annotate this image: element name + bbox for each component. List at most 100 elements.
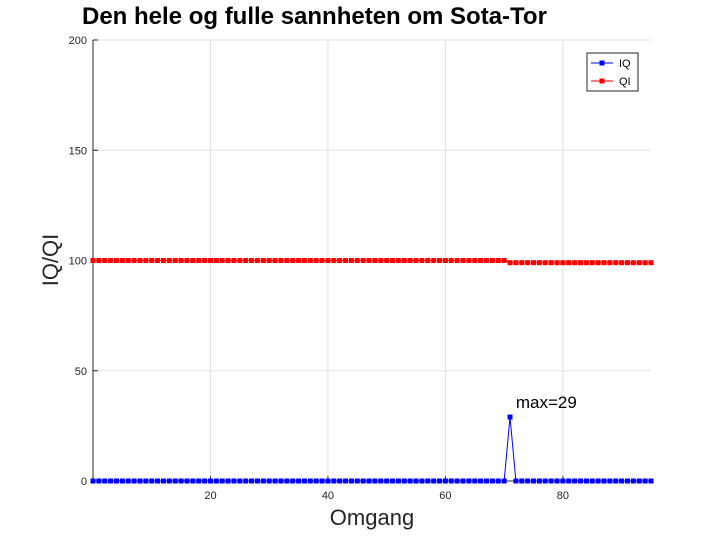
data-point-iq (395, 478, 401, 484)
data-point-iq (190, 478, 196, 484)
y-tick-label: 100 (69, 256, 87, 268)
data-point-iq (348, 478, 354, 484)
data-point-qi (207, 258, 213, 263)
data-point-qi (113, 258, 119, 263)
data-point-iq (202, 478, 208, 484)
x-axis-label: Omgang (330, 505, 414, 530)
data-point-qi (178, 258, 184, 263)
data-point-qi (249, 258, 255, 263)
data-point-iq (260, 478, 266, 484)
data-point-qi (331, 258, 337, 263)
y-axis-label: IQ/QI (38, 234, 63, 287)
data-point-iq (360, 478, 366, 484)
data-point-qi (407, 258, 413, 263)
data-point-qi (213, 258, 219, 263)
data-point-qi (501, 258, 507, 263)
data-point-iq (108, 478, 114, 484)
data-point-qi (190, 258, 196, 263)
data-point-qi (108, 258, 114, 263)
data-point-iq (319, 478, 325, 484)
data-point-iq (337, 478, 343, 484)
data-point-iq (507, 414, 513, 420)
data-point-iq (437, 478, 443, 484)
data-point-qi (642, 260, 648, 266)
data-point-qi (560, 260, 566, 266)
data-point-iq (137, 478, 143, 484)
data-point-qi (231, 258, 237, 263)
data-point-qi (313, 258, 319, 263)
legend-box (586, 52, 639, 92)
data-point-qi (613, 260, 619, 266)
data-point-iq (354, 478, 360, 484)
data-point-iq (160, 478, 166, 484)
data-point-qi (489, 258, 495, 263)
data-point-qi (125, 258, 131, 263)
series-iq (90, 414, 654, 484)
data-point-qi (149, 258, 155, 263)
data-point-qi (395, 258, 401, 263)
data-point-qi (90, 258, 96, 263)
data-point-iq (536, 478, 542, 484)
data-point-qi (519, 260, 525, 266)
data-point-qi (390, 258, 396, 263)
data-point-iq (301, 478, 307, 484)
data-point-iq (560, 478, 566, 484)
data-point-qi (495, 258, 501, 263)
data-point-iq (442, 478, 448, 484)
data-point-iq (636, 478, 642, 484)
data-point-qi (360, 258, 366, 263)
data-point-iq (448, 478, 454, 484)
data-point-qi (278, 258, 284, 263)
y-tick-label: 150 (69, 145, 87, 157)
data-point-iq (583, 478, 589, 484)
data-point-qi (472, 258, 478, 263)
data-point-qi (636, 260, 642, 266)
data-point-iq (178, 478, 184, 484)
data-point-iq (384, 478, 390, 484)
data-point-qi (290, 258, 296, 263)
data-point-qi (348, 258, 354, 263)
data-point-qi (102, 258, 108, 263)
data-point-iq (478, 478, 484, 484)
data-point-qi (425, 258, 431, 263)
data-point-qi (589, 260, 595, 266)
data-point-iq (460, 478, 466, 484)
data-point-qi (325, 258, 331, 263)
data-point-qi (513, 260, 519, 266)
data-point-qi (601, 260, 607, 266)
data-point-iq (407, 478, 413, 484)
data-point-qi (466, 258, 472, 263)
data-point-iq (125, 478, 131, 484)
data-point-qi (478, 258, 484, 263)
data-point-iq (572, 478, 578, 484)
data-point-iq (566, 478, 572, 484)
data-point-iq (619, 478, 625, 484)
data-point-qi (595, 260, 601, 266)
data-point-iq (96, 478, 102, 484)
data-point-qi (578, 260, 584, 266)
data-point-iq (131, 478, 137, 484)
data-point-iq (313, 478, 319, 484)
data-point-qi (548, 260, 554, 266)
x-tick-label: 40 (322, 490, 334, 502)
data-point-qi (542, 260, 548, 266)
data-point-qi (419, 258, 425, 263)
data-point-iq (625, 478, 631, 484)
data-point-qi (160, 258, 166, 263)
ticks: 20 40 60 80 0 50 100 150 200 (69, 35, 569, 502)
data-point-qi (243, 258, 249, 263)
x-tick-label: 20 (204, 490, 216, 502)
data-point-qi (437, 258, 443, 263)
data-point-qi (284, 258, 290, 263)
data-point-qi (155, 258, 161, 263)
data-point-qi (448, 258, 454, 263)
data-point-iq (143, 478, 149, 484)
data-point-qi (184, 258, 190, 263)
data-point-iq (495, 478, 501, 484)
data-point-qi (583, 260, 589, 266)
data-point-qi (454, 258, 460, 263)
series-line-iq (93, 417, 651, 482)
data-point-iq (219, 478, 225, 484)
data-point-qi (372, 258, 378, 263)
